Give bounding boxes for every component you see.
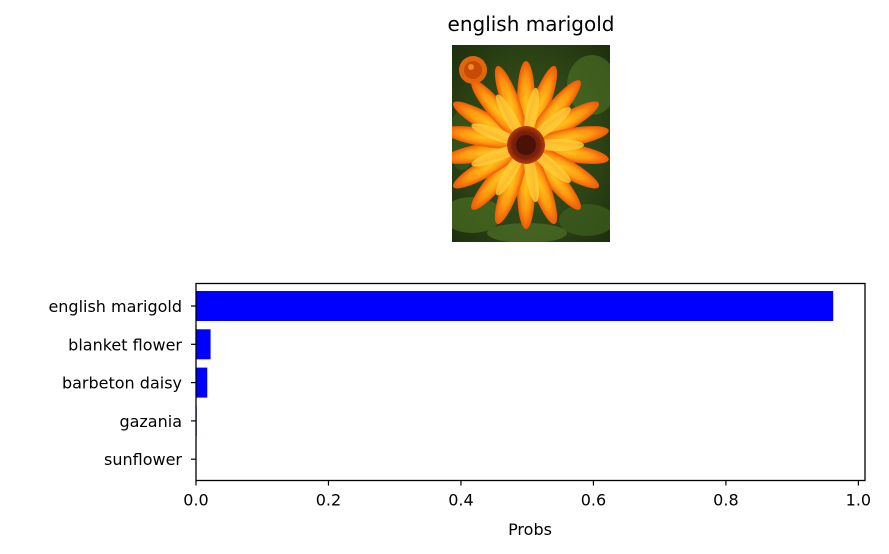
y-tick-label: gazania	[119, 412, 182, 431]
bars-layer	[196, 291, 834, 475]
chart-title: english marigold	[447, 12, 615, 36]
y-tick-label: blanket flower	[68, 335, 182, 354]
x-tick-label: 0.2	[316, 491, 341, 510]
x-tick-label: 1.0	[846, 491, 871, 510]
y-tick-label: english marigold	[48, 297, 182, 316]
x-tick-label: 0.6	[581, 491, 606, 510]
x-tick-label: 0.0	[183, 491, 208, 510]
x-axis-label: Probs	[508, 520, 552, 539]
y-tick-label: barbeton daisy	[62, 374, 182, 393]
x-tick-label: 0.4	[448, 491, 473, 510]
x-ticks: 0.0 0.2 0.4 0.6 0.8 1.0	[183, 480, 871, 510]
bar-2	[196, 367, 208, 398]
bar-0	[196, 291, 834, 321]
y-ticks: english marigold blanket flower barbeton d…	[48, 297, 196, 469]
x-tick-label: 0.8	[713, 491, 738, 510]
bar-1	[196, 329, 211, 360]
y-tick-label: sunflower	[104, 450, 182, 469]
flower-head	[452, 61, 609, 229]
flower-photo	[452, 45, 610, 242]
